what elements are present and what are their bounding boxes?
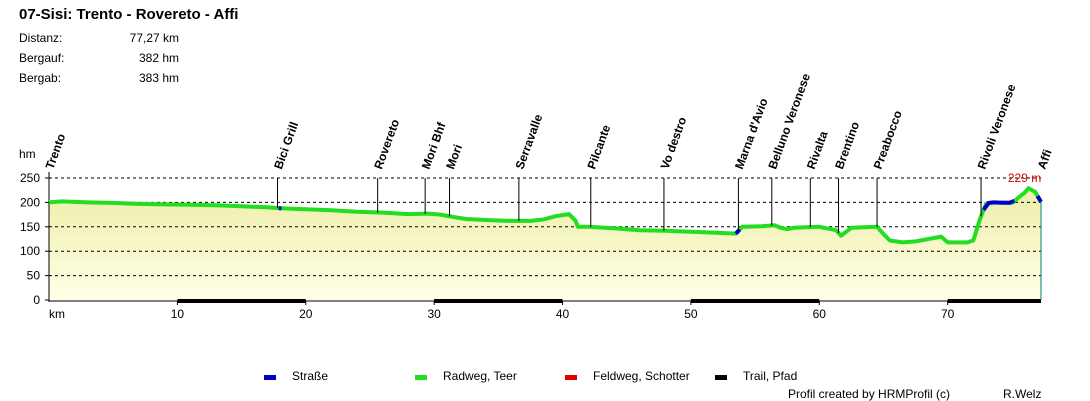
x-tick-label: 60: [813, 307, 827, 321]
waypoint-label: Serravalle: [513, 112, 546, 171]
legend-swatch-feldweg: [565, 375, 577, 380]
trail-segment: [691, 299, 819, 303]
waypoint-label: Bici Grill: [271, 120, 301, 171]
y-tick-label: 250: [20, 171, 40, 185]
trail-segment: [948, 299, 1041, 303]
waypoint-label: Pilcante: [584, 123, 613, 171]
legend-label-strasse: Straße: [292, 369, 328, 383]
max-elevation-label: 229 m: [1008, 171, 1041, 185]
legend-label-feldweg: Feldweg, Schotter: [593, 369, 690, 383]
x-tick-label: 70: [941, 307, 955, 321]
x-tick-label: 50: [684, 307, 698, 321]
waypoint-label: Rivoli Veronese: [975, 82, 1019, 171]
x-axis-label: km: [49, 307, 65, 321]
trail-segment: [177, 299, 305, 303]
waypoint-label: Preabocco: [871, 109, 905, 171]
y-tick-label: 100: [20, 244, 40, 258]
credit-text: Profil created by HRMProfil (c): [788, 387, 950, 401]
waypoint-label: Trento: [43, 132, 69, 171]
legend-label-trail: Trail, Pfad: [743, 369, 797, 383]
waypoint-label: Mori: [443, 142, 465, 171]
author-text: R.Welz: [1003, 387, 1041, 401]
legend-label-radweg: Radweg, Teer: [443, 369, 517, 383]
y-tick-label: 0: [33, 293, 40, 307]
legend-swatch-radweg: [415, 375, 427, 380]
waypoint-label: Marna d'Avio: [732, 96, 771, 171]
waypoint-label: Rovereto: [371, 117, 402, 171]
x-tick-label: 30: [427, 307, 441, 321]
trail-segment: [434, 299, 562, 303]
waypoint-label: Brentino: [832, 120, 862, 171]
waypoint-label: Affi: [1035, 147, 1055, 171]
waypoint-label: Rivalta: [804, 129, 831, 171]
x-tick-label: 20: [299, 307, 313, 321]
y-tick-label: 50: [27, 269, 41, 283]
x-tick-label: 40: [556, 307, 570, 321]
waypoint-label: Belluno Veronese: [765, 71, 813, 171]
y-tick-label: 150: [20, 220, 40, 234]
legend-swatch-trail: [715, 375, 727, 380]
y-tick-label: 200: [20, 195, 40, 209]
waypoint-label: Vo destro: [658, 115, 690, 171]
y-axis-label: hm: [19, 147, 36, 161]
legend-swatch-strasse: [264, 375, 276, 380]
x-tick-label: 10: [171, 307, 185, 321]
